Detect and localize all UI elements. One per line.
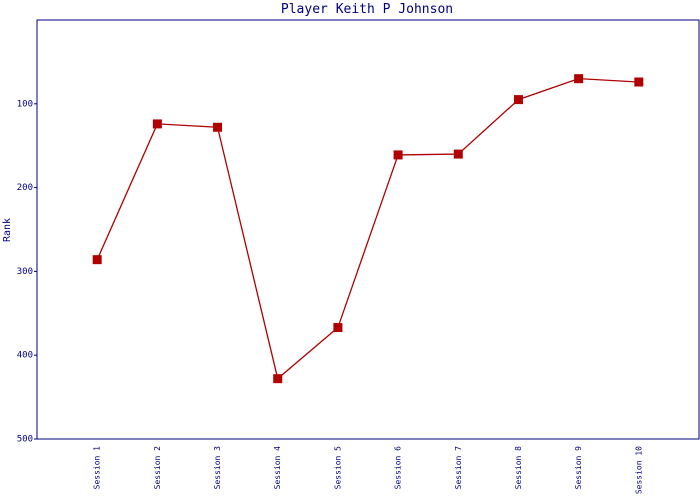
plot-frame bbox=[36, 19, 700, 440]
point-marker bbox=[393, 150, 403, 160]
x-tick-label: Session 9 bbox=[574, 446, 583, 490]
point-marker bbox=[92, 255, 102, 265]
x-tick-label: Session 6 bbox=[394, 446, 403, 490]
point-marker bbox=[453, 149, 463, 159]
x-tick-label: Session 10 bbox=[634, 446, 643, 494]
y-tick-label: 300 bbox=[17, 267, 33, 277]
y-tick-label: 500 bbox=[17, 435, 33, 445]
point-marker bbox=[513, 95, 523, 105]
point-marker bbox=[152, 119, 162, 129]
x-tick-label: Session 4 bbox=[273, 446, 282, 490]
y-tick-label: 200 bbox=[17, 183, 33, 193]
y-tick-label: 100 bbox=[17, 99, 33, 109]
x-tick-label: Session 5 bbox=[333, 446, 342, 490]
y-tick-label: 400 bbox=[17, 351, 33, 361]
point-marker bbox=[213, 122, 223, 132]
x-tick-label: Session 3 bbox=[213, 446, 222, 490]
point-marker bbox=[333, 323, 343, 333]
point-marker bbox=[273, 374, 283, 384]
x-tick-label: Session 1 bbox=[93, 446, 102, 490]
point-marker bbox=[634, 77, 644, 87]
point-marker bbox=[574, 74, 584, 84]
x-tick-label: Session 8 bbox=[514, 446, 523, 490]
chart-title: Player Keith P Johnson bbox=[281, 2, 453, 17]
x-tick-label: Session 2 bbox=[153, 446, 162, 490]
y-axis-label: Rank bbox=[2, 218, 13, 242]
series-line bbox=[96, 78, 639, 380]
x-tick-label: Session 7 bbox=[454, 446, 463, 490]
